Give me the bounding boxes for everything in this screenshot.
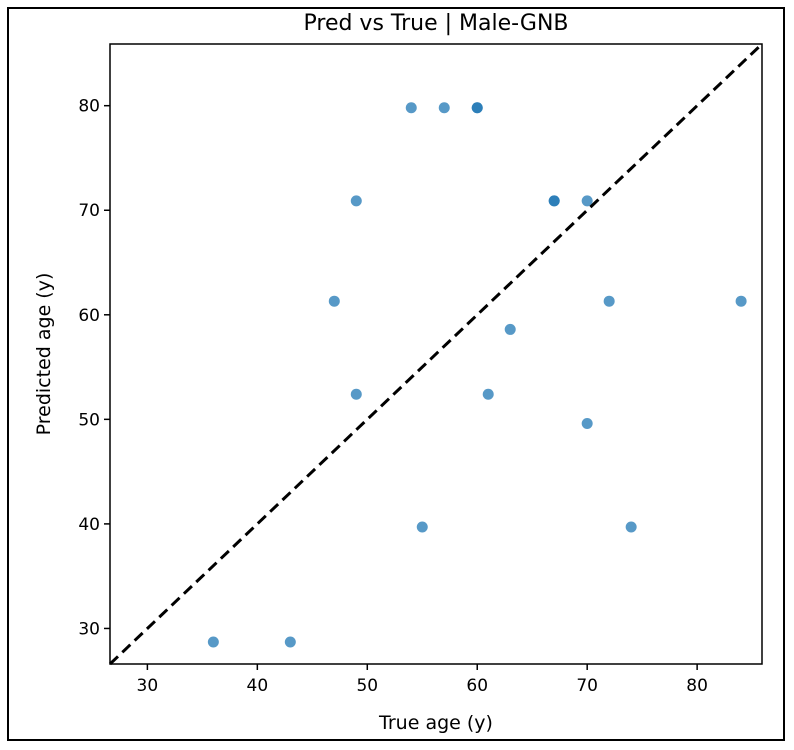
figure-frame: [7, 7, 785, 741]
scatter-point-6: [482, 388, 494, 400]
y-tick-label-3: 60: [78, 306, 100, 326]
scatter-point-4: [581, 418, 593, 430]
y-tick-label-5: 80: [78, 97, 100, 117]
scatter-point-7: [504, 323, 516, 335]
chart-title: Pred vs True | Male-GNB: [304, 11, 569, 36]
scatter-point-1: [284, 636, 296, 648]
y-tick-label-4: 70: [78, 201, 100, 221]
y-tick-label-1: 40: [78, 515, 100, 535]
scatter-point-16: [438, 102, 450, 114]
scatter-point-8: [328, 295, 340, 307]
y-axis-label: Predicted age (y): [33, 273, 55, 436]
x-tick-label-1: 40: [247, 676, 269, 696]
scatter-point-14: [581, 195, 593, 207]
y-tick-label-2: 50: [78, 410, 100, 430]
x-tick-label-3: 60: [466, 676, 488, 696]
scatter-point-10: [735, 295, 747, 307]
ticks-layer: 30 40 50 60 70 80 30 40 50 60 70 80: [78, 97, 708, 696]
x-tick-label-2: 50: [356, 676, 378, 696]
x-tick-label-4: 70: [576, 676, 598, 696]
scatter-point-0: [207, 636, 219, 648]
y-tick-label-0: 30: [78, 619, 100, 639]
x-axis-label: True age (y): [378, 712, 493, 734]
scatter-point-9: [603, 295, 615, 307]
scatter-point-2: [416, 521, 428, 533]
points-layer: [207, 102, 747, 648]
identity-reference-line: [108, 42, 764, 666]
scatter-point-15: [405, 102, 417, 114]
scatter-point-11: [350, 195, 362, 207]
x-tick-label-0: 30: [137, 676, 159, 696]
x-tick-label-5: 80: [686, 676, 708, 696]
scatter-point-18: [471, 102, 483, 114]
scatter-point-5: [350, 388, 362, 400]
scatter-point-3: [625, 521, 637, 533]
scatter-point-13: [548, 195, 560, 207]
plot-area: [109, 43, 763, 665]
